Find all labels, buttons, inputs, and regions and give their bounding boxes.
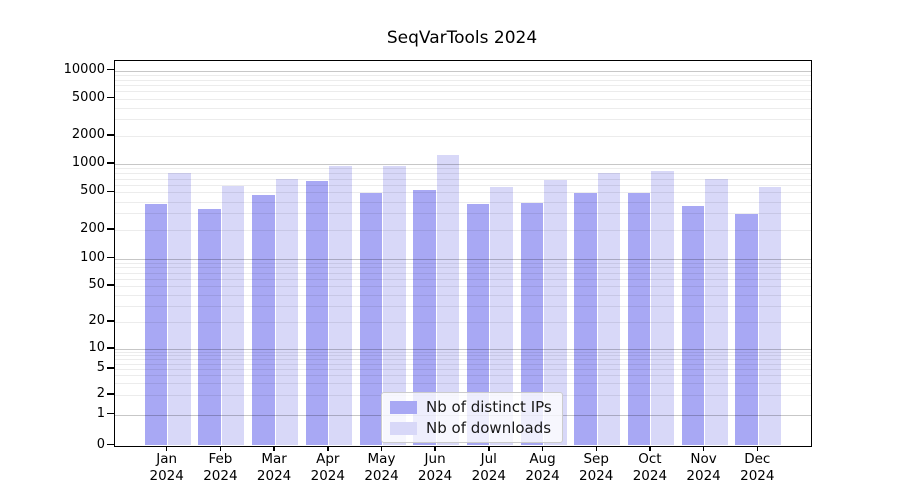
bars-layer: [115, 61, 811, 446]
legend-swatch-distinct-ips: [390, 400, 417, 414]
y-tick-mark: [107, 68, 114, 71]
bar-distinct-ips: [305, 181, 329, 446]
bar-distinct-ips: [681, 205, 705, 446]
y-tick-mark: [107, 256, 114, 259]
y-tick-label: 0: [96, 436, 105, 452]
y-tick-label: 10: [88, 340, 105, 355]
chart-title: SeqVarTools 2024: [386, 28, 538, 48]
bar-distinct-ips: [359, 192, 382, 446]
y-tick-mark: [107, 347, 114, 349]
x-tick-label: Feb 2024: [203, 451, 238, 484]
y-tick-label: 100: [80, 249, 105, 265]
y-tick-mark: [107, 190, 114, 193]
x-tick-mark: [488, 446, 490, 451]
bar-downloads: [383, 166, 406, 446]
x-tick-label: Apr 2024: [310, 451, 345, 484]
x-tick-mark: [434, 446, 436, 451]
y-tick-mark: [107, 96, 114, 99]
bar-distinct-ips: [627, 193, 651, 446]
y-tick-mark: [107, 320, 114, 322]
y-tick-mark: [107, 412, 114, 415]
bar-downloads: [651, 170, 674, 446]
x-tick-label: Nov 2024: [686, 451, 721, 484]
y-tick-mark: [107, 228, 114, 230]
bar-distinct-ips: [144, 203, 168, 446]
bar-distinct-ips: [466, 203, 490, 446]
y-tick-label: 50: [88, 276, 105, 292]
y-tick-mark: [107, 284, 114, 286]
y-tick-label: 10000: [63, 61, 105, 77]
x-tick-label: Jan 2024: [149, 451, 184, 484]
y-tick-mark: [107, 443, 114, 446]
y-tick-label: 1000: [71, 155, 105, 170]
x-tick-mark: [702, 446, 705, 451]
legend-row-downloads: Nb of downloads: [390, 420, 552, 436]
x-tick-mark: [219, 446, 222, 451]
plot-area: Nb of distinct IPs Nb of downloads: [114, 60, 812, 447]
x-tick-label: Sep 2024: [579, 451, 614, 484]
bar-downloads: [168, 172, 191, 446]
bar-downloads: [597, 172, 621, 446]
legend-swatch-downloads: [390, 421, 417, 435]
y-tick-label: 200: [80, 221, 105, 237]
x-tick-mark: [327, 446, 329, 451]
x-tick-mark: [649, 446, 651, 451]
x-tick-mark: [273, 446, 275, 451]
legend: Nb of distinct IPs Nb of downloads: [381, 392, 563, 443]
bar-distinct-ips: [735, 214, 758, 446]
bar-downloads: [329, 166, 352, 446]
x-tick-mark: [165, 446, 168, 451]
y-tick-mark: [107, 367, 114, 369]
bar-distinct-ips: [198, 208, 221, 446]
bar-distinct-ips: [520, 202, 543, 446]
bar-downloads: [221, 185, 245, 446]
bar-distinct-ips: [252, 195, 275, 446]
x-tick-label: Mar 2024: [256, 451, 292, 484]
x-tick-label: May 2024: [364, 451, 399, 484]
bar-downloads: [544, 180, 567, 446]
y-tick-label: 2: [96, 385, 105, 401]
y-tick-label: 20: [88, 312, 105, 328]
x-tick-label: Jul 2024: [471, 451, 506, 484]
bar-downloads: [758, 186, 782, 446]
y-tick-mark: [107, 393, 114, 395]
x-tick-mark: [595, 446, 597, 451]
x-tick-label: Jun 2024: [417, 451, 453, 484]
x-tick-mark: [541, 446, 544, 451]
y-tick-label: 2000: [71, 126, 105, 142]
y-tick-label: 500: [80, 183, 105, 199]
bar-downloads: [490, 186, 513, 446]
legend-row-distinct-ips: Nb of distinct IPs: [390, 399, 552, 415]
x-tick-mark: [380, 446, 383, 451]
bar-distinct-ips: [413, 189, 436, 446]
x-tick-label: Oct 2024: [632, 451, 668, 484]
bar-downloads: [705, 178, 728, 446]
x-tick-label: Dec 2024: [740, 451, 775, 484]
bar-downloads: [275, 179, 299, 446]
y-tick-label: 5000: [71, 89, 105, 105]
y-tick-label: 5: [96, 359, 105, 375]
y-tick-label: 1: [96, 405, 105, 421]
y-tick-mark: [107, 134, 114, 136]
bar-distinct-ips: [574, 193, 597, 446]
legend-label-downloads: Nb of downloads: [426, 419, 552, 437]
bar-downloads: [436, 155, 460, 446]
y-tick-mark: [107, 162, 114, 164]
x-tick-mark: [756, 446, 758, 451]
legend-label-distinct-ips: Nb of distinct IPs: [426, 398, 552, 416]
x-tick-label: Aug 2024: [525, 451, 560, 484]
